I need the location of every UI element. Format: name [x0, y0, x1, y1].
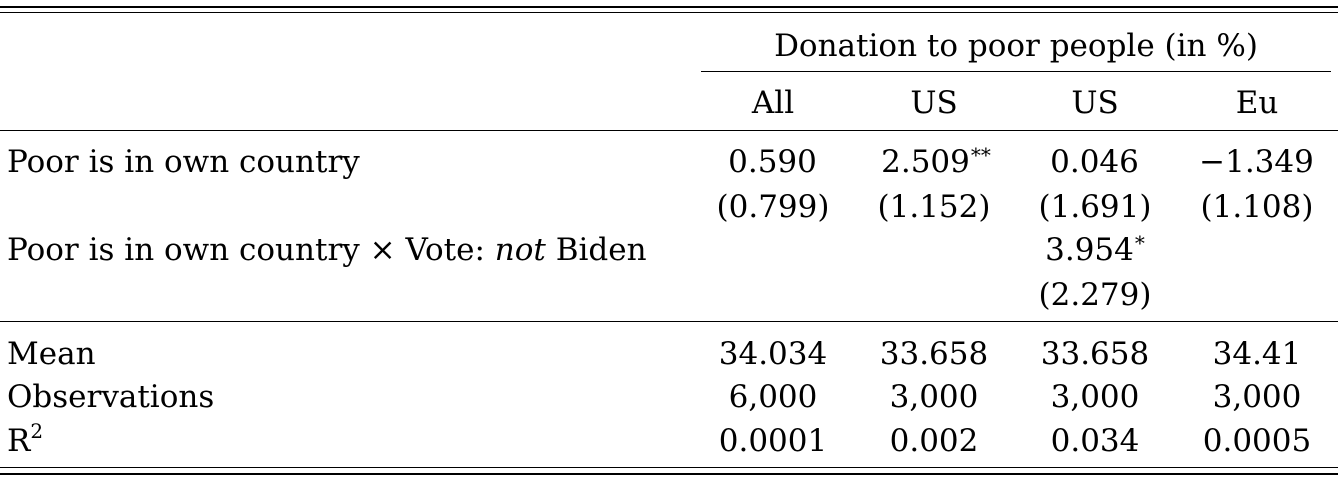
r2-col2: 0.002 [889, 423, 979, 459]
r2-col1: 0.0001 [718, 423, 828, 459]
stat-label-observations: Observations [7, 379, 215, 415]
obs-col2: 3,000 [889, 379, 979, 415]
r2-col3: 0.034 [1050, 423, 1140, 459]
obs-col4: 3,000 [1212, 379, 1302, 415]
col-header-3: US [1071, 85, 1119, 121]
top-rule-inner [0, 12, 1338, 13]
coef-col2: 2.509** [881, 143, 991, 180]
r2-col4: 0.0005 [1202, 423, 1312, 459]
se-col4: (1.108) [1200, 189, 1314, 225]
interaction-se-col3: (2.279) [1038, 277, 1152, 313]
bottom-rule-inner [0, 467, 1338, 468]
coef-col1: 0.590 [728, 144, 817, 180]
se-col2: (1.152) [877, 189, 991, 225]
coef-col3: 0.046 [1050, 144, 1139, 180]
mean-col3: 33.658 [1040, 336, 1150, 372]
col-header-2: US [910, 85, 958, 121]
coef-col4: −1.349 [1199, 144, 1314, 180]
col-header-4: Eu [1235, 85, 1279, 121]
col-header-1: All [751, 85, 795, 121]
group-header-underline [701, 71, 1331, 72]
stat-label-mean: Mean [7, 336, 96, 372]
row-label-interaction: Poor is in own country × Vote: not Biden [7, 232, 647, 268]
se-col3: (1.691) [1038, 189, 1152, 225]
mean-col2: 33.658 [879, 336, 989, 372]
stats-rule [0, 321, 1338, 322]
bottom-rule-outer [0, 473, 1338, 475]
top-rule-outer [0, 6, 1338, 8]
header-rule [0, 130, 1338, 131]
row-label-own-country: Poor is in own country [7, 144, 360, 180]
obs-col3: 3,000 [1050, 379, 1140, 415]
group-header: Donation to poor people (in %) [774, 28, 1258, 64]
obs-col1: 6,000 [728, 379, 818, 415]
se-col1: (0.799) [716, 189, 830, 225]
mean-col4: 34.41 [1212, 336, 1302, 372]
stat-label-r2: R2 [7, 418, 44, 459]
interaction-coef-col3: 3.954* [1045, 231, 1145, 268]
mean-col1: 34.034 [718, 336, 828, 372]
